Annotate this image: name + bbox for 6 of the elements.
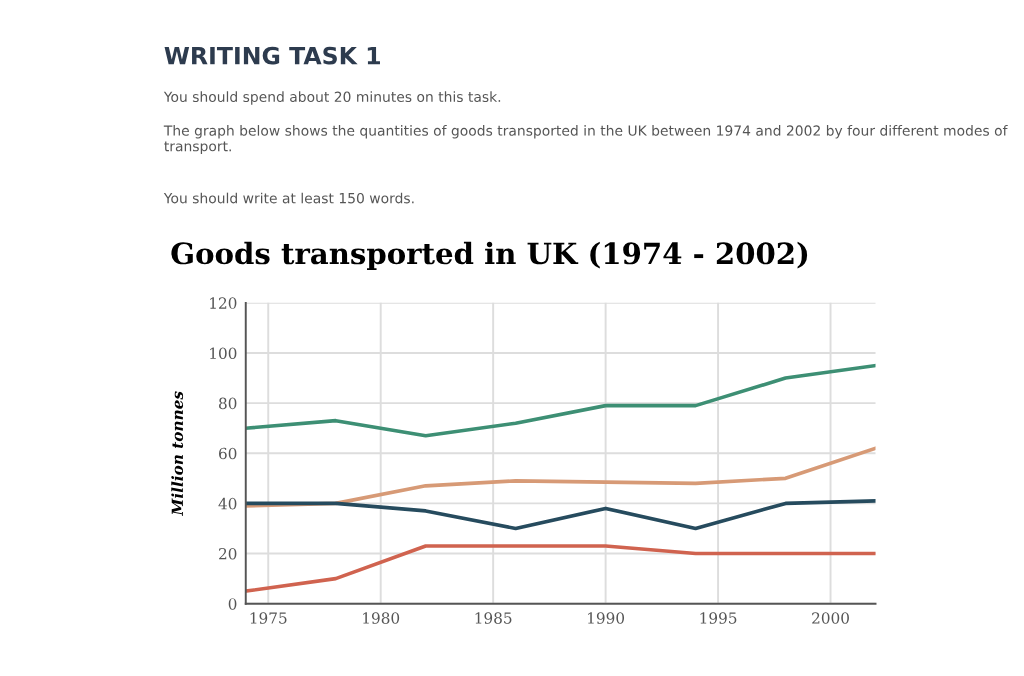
text: WRITING TASK 1 (164, 46, 380, 65)
line-series (245, 446, 876, 508)
line-series (245, 499, 876, 531)
line-series (245, 544, 876, 593)
line-series (245, 363, 876, 438)
chart-title: Goods transported in UK (1974 - 2002) (171, 241, 808, 271)
